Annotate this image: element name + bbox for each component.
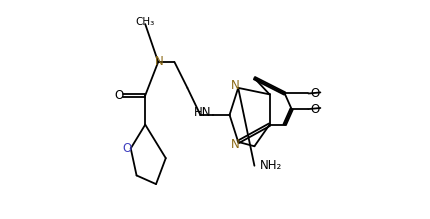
Text: O: O [122,142,131,155]
Text: N: N [154,55,163,68]
Text: N: N [230,79,239,92]
Text: CH₃: CH₃ [135,17,154,27]
Text: O: O [309,102,319,116]
Text: O: O [114,89,123,102]
Text: O: O [309,87,319,100]
Text: HN: HN [193,106,211,119]
Text: NH₂: NH₂ [259,159,281,172]
Text: N: N [230,138,239,151]
